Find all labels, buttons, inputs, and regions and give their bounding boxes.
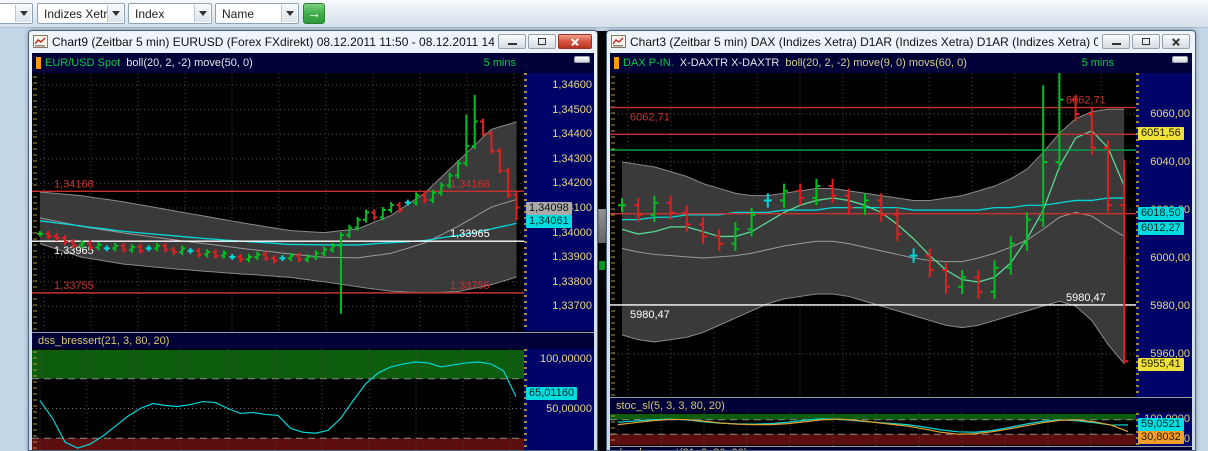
axis-tick-label: 5960,00 — [1150, 348, 1190, 361]
level-label: 1,34168 — [450, 178, 490, 190]
window-title: Chart3 (Zeitbar 5 min) DAX (Indizes Xetr… — [630, 34, 1098, 49]
dax-titlebar[interactable]: Chart3 (Zeitbar 5 min) DAX (Indizes Xetr… — [607, 31, 1195, 52]
level-label: 1,34168 — [54, 178, 94, 190]
close-button[interactable] — [558, 34, 592, 49]
background-candle-fragment — [599, 261, 605, 270]
dss-pane-header: dss_bressert(21, 3, 80, 20) — [32, 332, 594, 349]
price-badge: 1,34061 — [526, 214, 572, 228]
chevron-down-icon — [194, 5, 210, 22]
eurusd-client-area: EUR/USD Spot boll(20, 2, -2) move(50, 0)… — [32, 53, 594, 450]
dax-pane-header: DAX P-IN. X-DAXTR X-DAXTR boll(20, 2, -2… — [610, 53, 1192, 73]
restore-icon — [538, 38, 546, 45]
axis-tick-label: 0 — [1183, 433, 1190, 445]
axis-tick-label: 1,33800 — [552, 275, 592, 288]
dax-price-axis: 6060,006040,006020,006000,005980,005960,… — [1136, 73, 1192, 397]
level-label: 1,33755 — [450, 280, 490, 292]
axis-tick-label: 50,00000 — [546, 402, 592, 415]
axis-tick-label: 1,33900 — [552, 251, 592, 264]
type-combo[interactable]: Index — [128, 3, 212, 24]
go-button[interactable]: → — [303, 3, 325, 24]
go-arrow-icon: → — [307, 5, 321, 21]
close-button[interactable] — [1162, 34, 1190, 49]
chevron-down-icon — [15, 5, 31, 22]
level-label: 5980,47 — [1066, 292, 1106, 304]
minimize-icon — [1112, 43, 1121, 45]
chart-window-icon — [33, 35, 48, 48]
price-badge: 30,8032 — [1138, 430, 1184, 444]
studies-label: boll(20, 2, -2) move(9, 0) movs(60, 0) — [785, 57, 967, 69]
chevron-down-icon — [281, 5, 297, 22]
name-combo[interactable]: Name — [215, 3, 299, 24]
background-window-sliver — [597, 31, 607, 451]
price-badge: 59,0521 — [1138, 417, 1184, 431]
window-title: Chart9 (Zeitbar 5 min) EURUSD (Forex FXd… — [52, 34, 494, 49]
timeframe-label: 5 mins — [1081, 57, 1114, 69]
main-toolbar: Indizes Xetra Index Name → — [0, 0, 1208, 28]
series-label: X-DAXTR X-DAXTR — [679, 57, 780, 69]
price-badge: 6012,27 — [1138, 221, 1184, 235]
axis-tick-label: 1,34200 — [552, 177, 592, 190]
minimize-button[interactable] — [1102, 34, 1130, 49]
dss-indicator-axis: 100,00000 50,00000 65,01160 — [524, 349, 594, 450]
chevron-down-icon — [107, 5, 123, 22]
level-label: 5980,47 — [630, 309, 670, 321]
price-badge: 1,34098 — [526, 201, 572, 215]
series-color-swatch — [36, 57, 41, 69]
level-label: 1,33965 — [450, 228, 490, 240]
axis-tick-label: 1,34500 — [552, 103, 592, 116]
dax-client-area: DAX P-IN. X-DAXTR X-DAXTR boll(20, 2, -2… — [610, 53, 1192, 450]
eurusd-pane-header: EUR/USD Spot boll(20, 2, -2) move(50, 0)… — [32, 53, 594, 73]
symbol-combo-partial[interactable] — [0, 3, 33, 24]
symbol-label: EUR/USD Spot — [45, 57, 121, 69]
dax-price-plot[interactable]: 6062,71 6062,71 5980,47 5980,47 — [610, 73, 1136, 397]
pane-collapse-button[interactable] — [574, 56, 590, 63]
axis-tick-label: 1,34300 — [552, 152, 592, 165]
chart-window-icon — [611, 35, 626, 48]
level-label: 6062,71 — [630, 112, 670, 124]
background-scroll-thumb — [598, 209, 606, 243]
eurusd-price-axis: 1,34600 1,34500 1,34400 1,34300 1,34200 1,341… — [524, 73, 594, 331]
restore-button[interactable] — [1132, 34, 1160, 49]
level-label: 1,33965 — [54, 245, 94, 257]
level-label: 1,33755 — [54, 280, 94, 292]
eurusd-titlebar[interactable]: Chart9 (Zeitbar 5 min) EURUSD (Forex FXd… — [29, 31, 597, 52]
stoc-indicator-plot[interactable] — [610, 413, 1136, 446]
symbol-label: DAX P-IN. — [623, 57, 674, 69]
studies-label: boll(20, 2, -2) move(50, 0) — [126, 57, 253, 69]
pane-collapse-button[interactable] — [1172, 56, 1188, 63]
timeframe-label: 5 mins — [483, 57, 516, 69]
price-badge: 65,01160 — [526, 386, 578, 400]
axis-tick-label: 1,34400 — [552, 128, 592, 141]
price-badge: 5955,41 — [1138, 358, 1184, 372]
type-combo-value: Index — [135, 6, 165, 21]
market-combo[interactable]: Indizes Xetra — [37, 3, 125, 24]
restore-button[interactable] — [528, 34, 556, 49]
axis-tick-label: 6040,00 — [1150, 156, 1190, 169]
price-badge: 6018,50 — [1138, 206, 1184, 220]
axis-tick-label: 6060,00 — [1150, 108, 1190, 121]
axis-tick-label: 5980,00 — [1150, 300, 1190, 313]
dss-indicator-plot[interactable] — [32, 349, 524, 450]
axis-tick-label: 6000,00 — [1150, 252, 1190, 265]
axis-tick-label: 1,34000 — [552, 226, 592, 239]
restore-icon — [1142, 38, 1150, 45]
minimize-button[interactable] — [498, 34, 526, 49]
minimize-icon — [508, 43, 517, 45]
axis-tick-label: 1,33700 — [552, 300, 592, 313]
axis-tick-label: 1,34600 — [552, 79, 592, 92]
series-color-swatch — [614, 57, 619, 69]
stoc-pane-header: stoc_sl(5, 3, 3, 80, 20) — [610, 397, 1192, 413]
dss2-pane-header-partial: dss_bressert(21, 3, 80, 20) — [610, 446, 1192, 450]
eurusd-price-plot[interactable]: 1,34168 1,34168 1,33965 1,33965 1,33755 1,337… — [32, 73, 524, 331]
price-badge: 6051,56 — [1138, 127, 1184, 141]
name-combo-value: Name — [222, 6, 255, 21]
market-combo-value: Indizes Xetra — [44, 6, 115, 21]
eurusd-chart-window: Chart9 (Zeitbar 5 min) EURUSD (Forex FXd… — [28, 30, 598, 451]
axis-tick-label: 100,00000 — [540, 353, 592, 365]
dax-chart-window: Chart3 (Zeitbar 5 min) DAX (Indizes Xetr… — [606, 30, 1196, 451]
